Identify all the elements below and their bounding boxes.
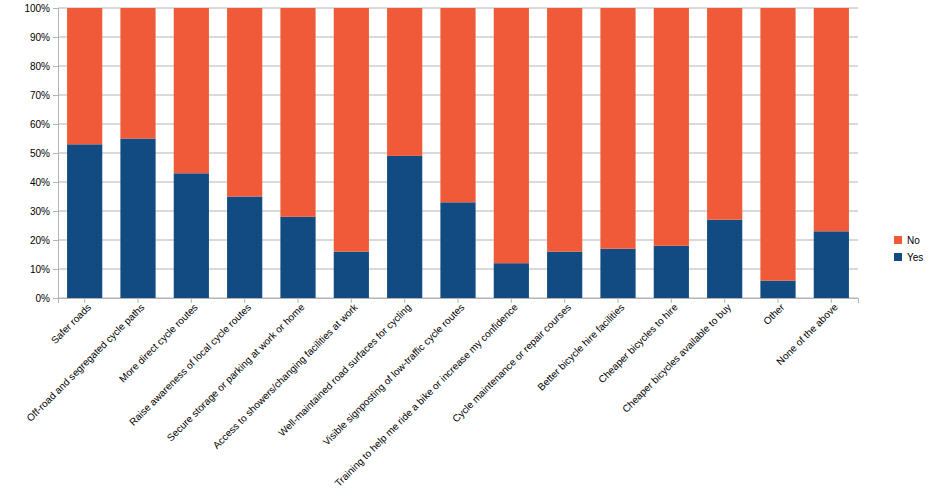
axis-line xyxy=(53,9,59,299)
bar xyxy=(334,8,369,252)
tick: Training to help me ride a bike or incre… xyxy=(333,298,520,489)
bar xyxy=(120,8,155,139)
tick-label: 40% xyxy=(30,177,50,188)
bar xyxy=(67,8,102,144)
bar xyxy=(600,8,635,249)
bar xyxy=(227,8,262,197)
legend-swatch xyxy=(894,253,902,261)
tick: None of the above xyxy=(774,298,840,367)
bar xyxy=(174,173,209,298)
tick: Cycle maintenance or repair courses xyxy=(450,298,573,424)
tick-label: 90% xyxy=(30,32,50,43)
bar xyxy=(227,197,262,299)
tick: 30% xyxy=(30,206,58,217)
tick-label: 0% xyxy=(36,293,51,304)
x-axis: Safer roadsOff-road and segregated cycle… xyxy=(24,298,858,489)
tick-label: Raise awareness of local cycle routes xyxy=(127,302,253,428)
tick-mark xyxy=(53,182,58,183)
bar xyxy=(494,8,529,263)
bar xyxy=(334,252,369,298)
bar xyxy=(174,8,209,173)
y-axis: 0% 10% 20% 30% 40% 50% 60% 70% 80% 90% 100% xyxy=(24,3,58,304)
bar xyxy=(654,8,689,246)
tick-label: None of the above xyxy=(774,301,840,367)
tick: 20% xyxy=(30,235,58,246)
bar xyxy=(120,139,155,299)
tick-mark xyxy=(53,66,58,67)
tick-label: Better bicycle hire facilities xyxy=(535,302,626,393)
grid xyxy=(58,8,858,298)
tick-label: 70% xyxy=(30,90,50,101)
tick: Off-road and segregated cycle paths xyxy=(24,298,146,424)
bar xyxy=(280,217,315,298)
tick: Better bicycle hire facilities xyxy=(535,298,626,393)
tick: 100% xyxy=(24,3,58,14)
tick-label: Cycle maintenance or repair courses xyxy=(450,302,573,425)
bar xyxy=(280,8,315,217)
tick-label: 60% xyxy=(30,119,50,130)
tick-mark xyxy=(53,298,58,299)
tick-mark xyxy=(53,240,58,241)
tick: 50% xyxy=(30,148,58,159)
bar xyxy=(760,281,795,298)
tick-mark xyxy=(53,269,58,270)
bar xyxy=(707,8,742,220)
tick: Other xyxy=(761,298,787,327)
legend-label: No xyxy=(907,235,920,246)
bar xyxy=(814,231,849,298)
tick-label: Cheaper bicycles available to buy xyxy=(620,302,733,415)
bar xyxy=(814,8,849,231)
tick-label: 20% xyxy=(30,235,50,246)
tick-label: 10% xyxy=(30,264,50,275)
bar xyxy=(547,8,582,252)
tick: 80% xyxy=(30,61,58,72)
legend-item: Yes xyxy=(894,252,923,263)
tick-label: 30% xyxy=(30,206,50,217)
bar xyxy=(387,156,422,298)
legend-swatch xyxy=(894,236,902,244)
tick-label: Training to help me ride a bike or incre… xyxy=(333,301,520,488)
tick: 70% xyxy=(30,90,58,101)
tick: 60% xyxy=(30,119,58,130)
tick: 10% xyxy=(30,264,58,275)
chart: 0% 10% 20% 30% 40% 50% 60% 70% 80% 90% 100% Safer r… xyxy=(0,0,944,503)
bars xyxy=(67,8,849,298)
bar xyxy=(440,8,475,202)
bar xyxy=(600,249,635,298)
bar xyxy=(387,8,422,156)
bar xyxy=(547,252,582,298)
tick-label: 80% xyxy=(30,61,50,72)
tick-mark xyxy=(53,211,58,212)
tick: Cheaper bicycles available to buy xyxy=(620,298,733,415)
tick: 40% xyxy=(30,177,58,188)
bar xyxy=(760,8,795,281)
tick: 90% xyxy=(30,32,58,43)
tick: 0% xyxy=(36,293,58,304)
tick-mark xyxy=(53,37,58,38)
legend-label: Yes xyxy=(907,252,923,263)
bar xyxy=(67,144,102,298)
tick: Raise awareness of local cycle routes xyxy=(127,298,253,428)
plot: 0% 10% 20% 30% 40% 50% 60% 70% 80% 90% 100% Safer r… xyxy=(24,3,858,489)
tick-label: Other xyxy=(761,301,787,327)
legend-item: No xyxy=(894,235,920,246)
tick-mark xyxy=(53,124,58,125)
legend: No Yes xyxy=(894,235,923,263)
bar xyxy=(494,263,529,298)
tick-label: Safer roads xyxy=(49,302,93,346)
tick-mark xyxy=(53,95,58,96)
tick-label: 100% xyxy=(24,3,50,14)
bar xyxy=(707,220,742,298)
bar xyxy=(654,246,689,298)
tick-label: Off-road and segregated cycle paths xyxy=(24,302,146,424)
bar xyxy=(440,202,475,298)
tick-mark xyxy=(53,153,58,154)
tick: Safer roads xyxy=(49,298,93,346)
tick-mark xyxy=(53,8,58,9)
tick-label: 50% xyxy=(30,148,50,159)
